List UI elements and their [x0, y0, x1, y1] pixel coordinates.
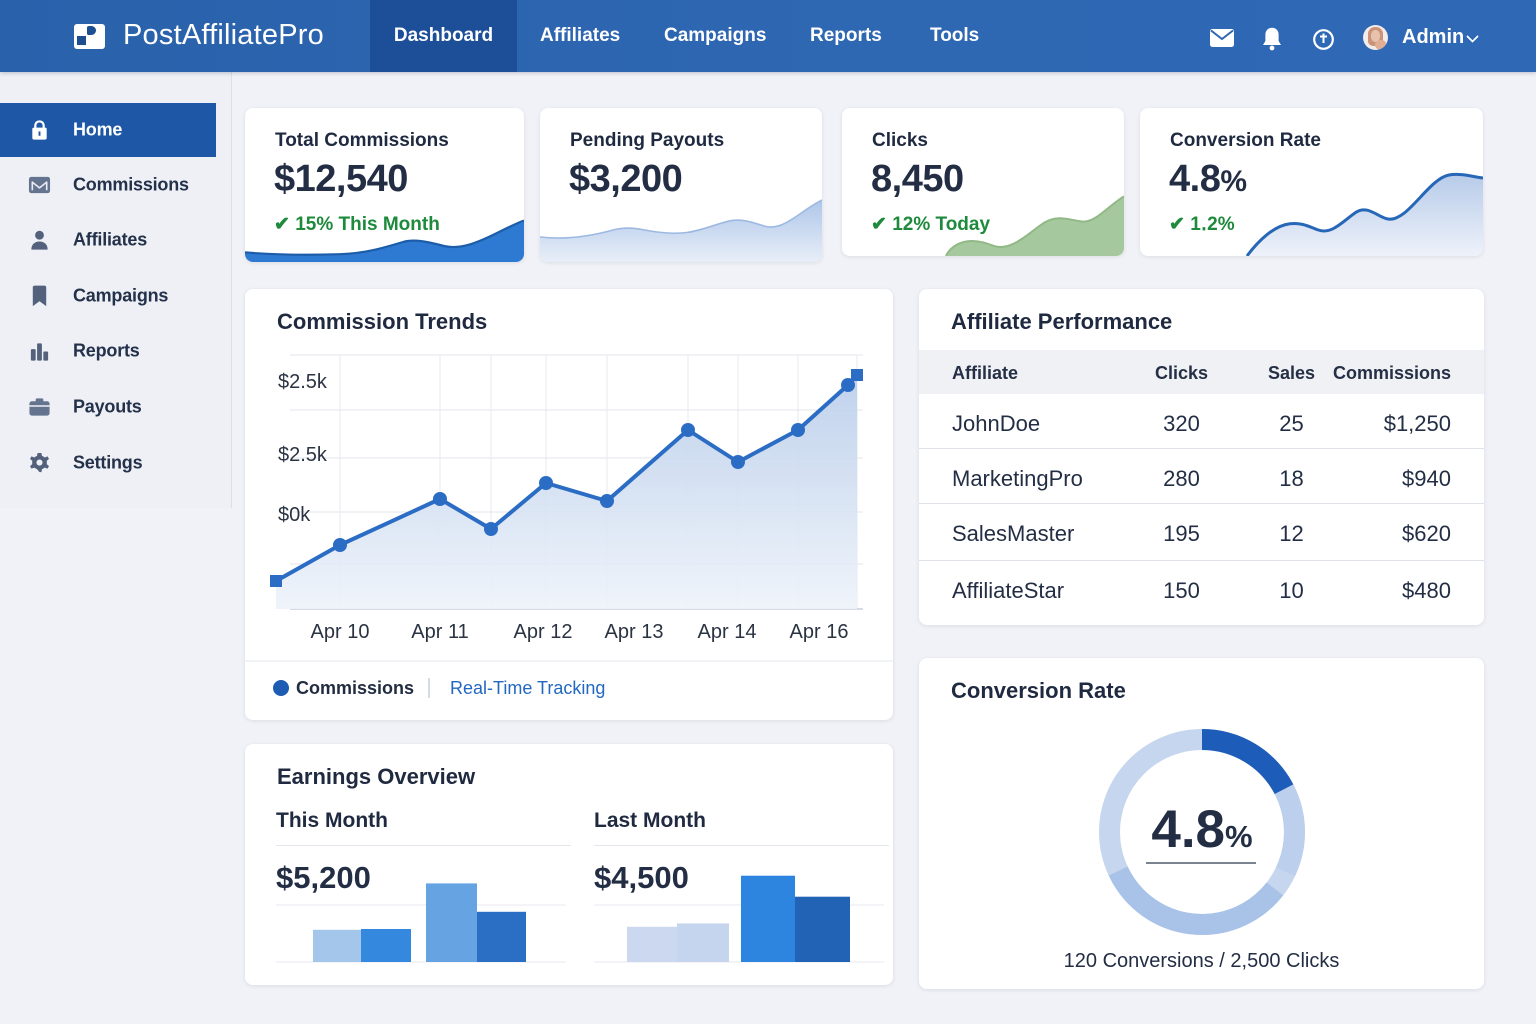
svg-text:Apr 12: Apr 12 [514, 621, 573, 643]
svg-text:Apr 16: Apr 16 [790, 621, 849, 643]
svg-text:Apr 11: Apr 11 [411, 621, 468, 643]
svg-text:Apr 14: Apr 14 [698, 621, 757, 643]
svg-text:Real-Time Tracking: Real-Time Tracking [450, 678, 605, 698]
svg-text:Apr 13: Apr 13 [605, 621, 664, 643]
svg-text:$2.5k: $2.5k [278, 444, 328, 466]
svg-text:$0k: $0k [278, 504, 311, 526]
svg-text:Apr 10: Apr 10 [311, 621, 370, 643]
svg-text:$2.5k: $2.5k [278, 371, 328, 393]
svg-text:Commissions: Commissions [296, 678, 414, 698]
